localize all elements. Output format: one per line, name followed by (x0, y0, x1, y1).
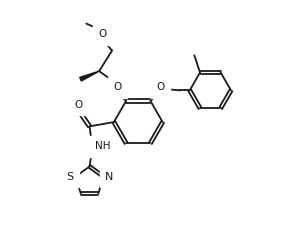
Text: S: S (66, 172, 73, 182)
Text: N: N (105, 172, 114, 182)
Polygon shape (80, 71, 99, 81)
Text: NH: NH (95, 142, 110, 151)
Text: O: O (98, 29, 107, 39)
Text: O: O (156, 82, 164, 92)
Text: O: O (75, 100, 83, 110)
Text: O: O (113, 82, 122, 92)
